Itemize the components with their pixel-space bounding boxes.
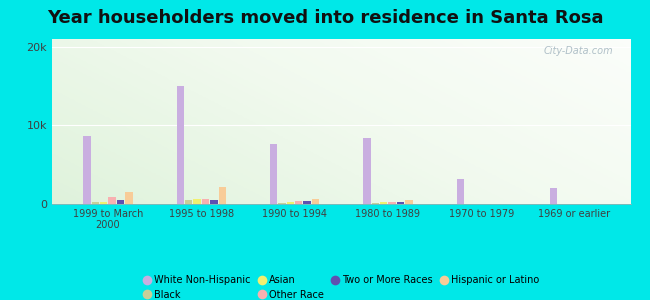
Bar	[304, 201, 311, 204]
Bar	[177, 86, 184, 204]
Bar	[125, 192, 133, 204]
Bar	[312, 199, 319, 204]
Bar	[109, 197, 116, 204]
Bar	[550, 188, 557, 204]
Bar	[372, 203, 379, 204]
Bar	[83, 136, 91, 204]
Text: City-Data.com: City-Data.com	[543, 46, 613, 56]
Bar	[185, 200, 192, 204]
Bar	[218, 187, 226, 204]
Bar	[210, 200, 218, 204]
Bar	[100, 202, 107, 204]
Bar	[270, 144, 278, 204]
Bar	[202, 199, 209, 204]
Bar	[295, 201, 302, 204]
Legend: White Non-Hispanic, Black, Asian, Other Race, Two or More Races, Hispanic or Lat: White Non-Hispanic, Black, Asian, Other …	[139, 272, 543, 300]
Bar	[396, 202, 404, 204]
Bar	[287, 202, 294, 204]
Bar	[389, 202, 396, 204]
Bar	[92, 202, 99, 204]
Bar	[405, 200, 413, 204]
Bar	[363, 138, 370, 204]
Text: Year householders moved into residence in Santa Rosa: Year householders moved into residence i…	[47, 9, 603, 27]
Bar	[117, 200, 124, 204]
Bar	[380, 202, 387, 204]
Bar	[194, 199, 201, 204]
Bar	[456, 179, 464, 204]
Bar	[278, 203, 286, 204]
